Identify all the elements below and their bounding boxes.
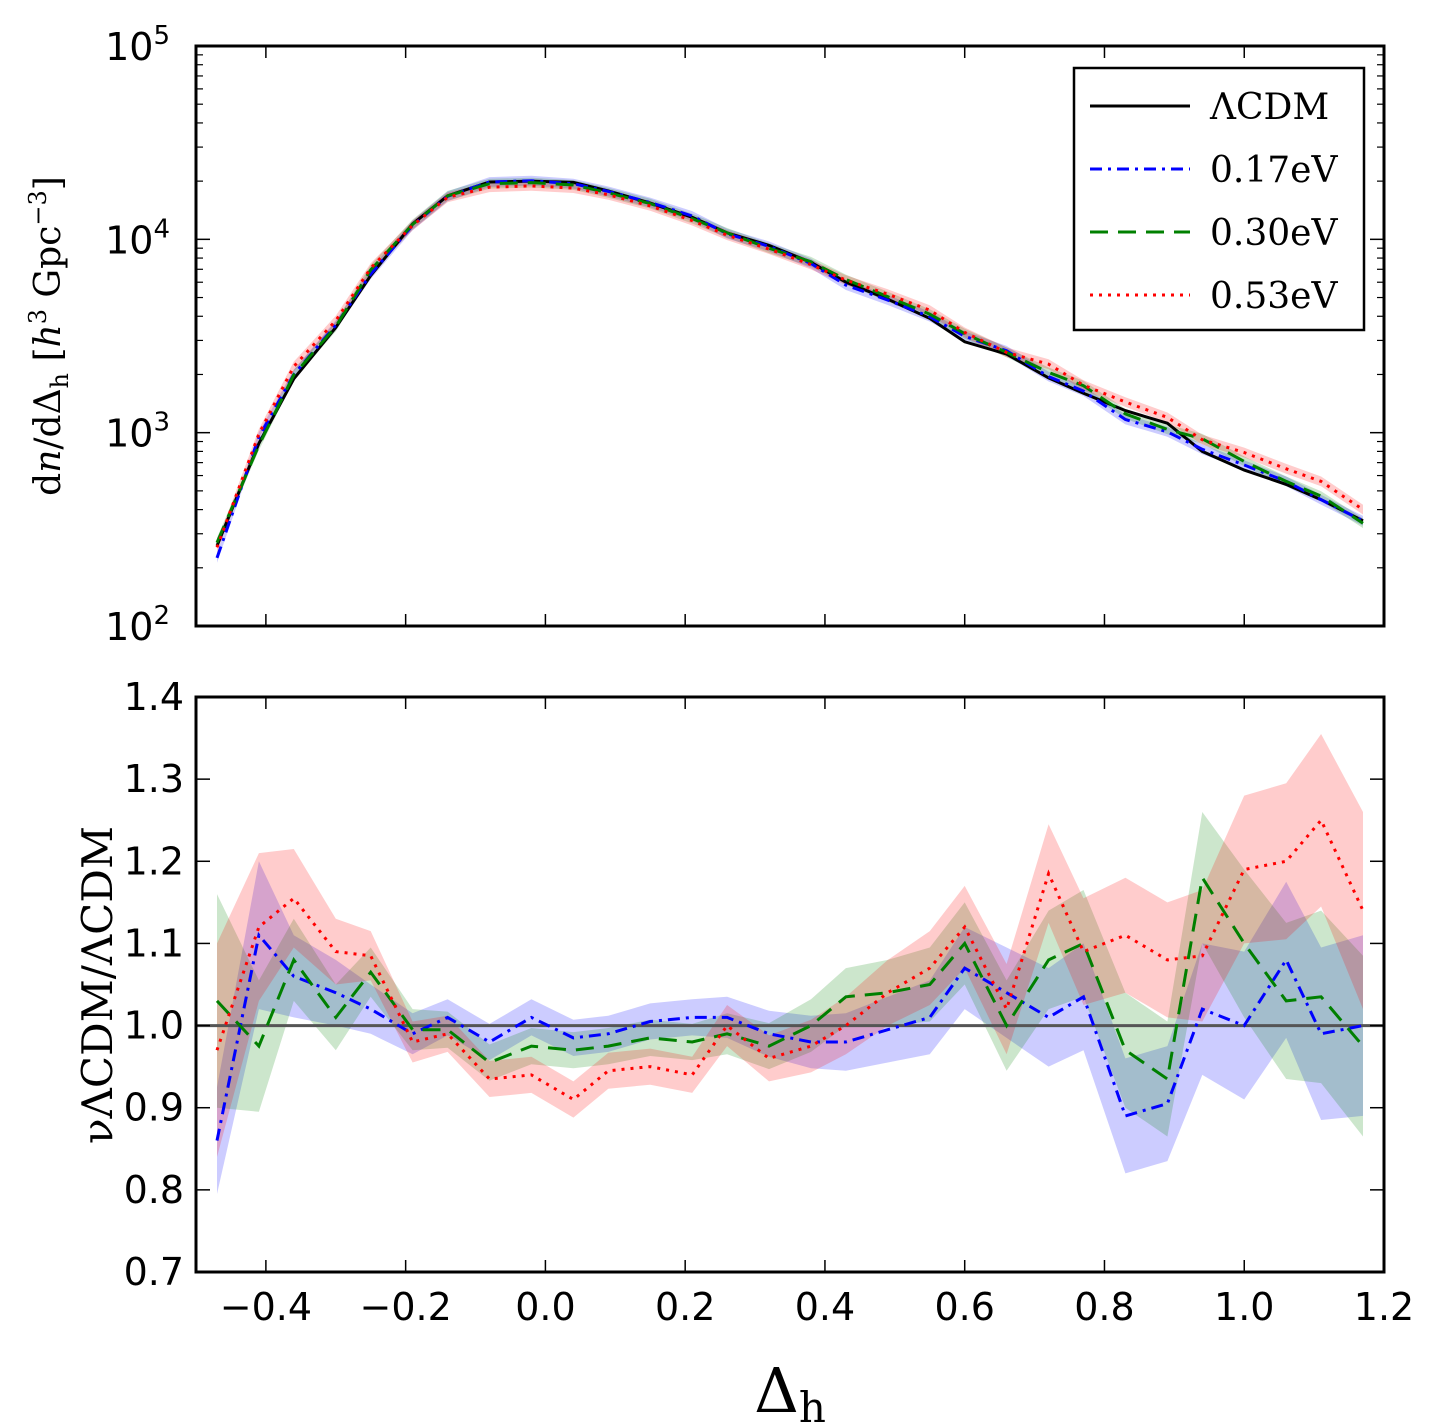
legend-label: ΛCDM [1209,87,1329,128]
legend-label: 0.53eV [1210,276,1338,317]
top-line-0.53eV [215,184,1364,548]
plot-area [196,697,1384,1272]
legend-label: 0.17eV [1210,150,1338,191]
x-tick-label: 0.8 [1074,1285,1134,1329]
x-tick-label: −0.2 [360,1285,452,1329]
top-ylabel-gpc: Gpc [28,226,69,309]
top-ytick-base: 10 [105,605,153,649]
top-ylabel-sub: h [46,373,74,388]
x-tick-label: 0.4 [795,1285,855,1329]
x-label-main: Δ [754,1354,799,1427]
top-ytick-label: 102 [105,601,170,649]
top-ylabel-bracket-open: [ [28,347,69,373]
legend-label: 0.30eV [1210,213,1338,254]
top-ylabel-h: h [28,324,69,347]
top-ytick-exp: 4 [153,214,170,244]
top-ylabel: dn/dΔh [h3 Gpc−3] [24,176,74,496]
top-ytick-label: 104 [105,214,170,262]
top-frame [194,44,1386,628]
top-ylabel-n: n [28,450,69,473]
top-band-0.30eV [217,177,1363,548]
x-axis-label: Δh [754,1354,826,1428]
top-ytick-base: 10 [105,25,153,69]
bottom-band-0.53eV [217,734,1363,1157]
top-ytick-exp: 2 [153,601,170,631]
x-tick-label: 0.0 [515,1285,575,1329]
y-tick-label: 1.3 [124,757,184,801]
y-tick-label: 1.2 [124,839,184,883]
top-ylabel-mid: /dΔ [28,388,69,449]
top-ylabel-h-sup: 3 [24,309,52,324]
y-tick-label: 1.4 [124,675,184,719]
bottom-band-0.17eV [217,861,1363,1194]
y-tick-label: 1.0 [124,1004,184,1048]
x-tick-label: 0.6 [934,1285,994,1329]
y-tick-label: 0.7 [124,1250,184,1294]
y-tick-label: 1.1 [124,921,184,965]
x-tick-label: 1.0 [1214,1285,1274,1329]
y-tick-label: 0.8 [124,1168,184,1212]
top-ylabel-gpc-sup: −3 [24,190,52,225]
top-ytick-exp: 5 [153,21,170,51]
bottom-line-0.30eV [215,873,1365,1082]
x-tick-label: 1.2 [1354,1285,1414,1329]
bottom-band-0.30eV [217,812,1363,1137]
top-ylabel-bracket-close: ] [28,176,69,190]
legend-box [1072,66,1366,332]
y-tick-label: 0.9 [124,1086,184,1130]
x-tick-label: −0.4 [220,1285,312,1329]
top-line-0.30eV [215,181,1364,544]
top-ylabel-main: d [28,473,69,496]
bottom-ylabel: νΛCDM/ΛCDM [73,826,122,1144]
x-tick-label: 0.2 [655,1285,715,1329]
top-ytick-base: 10 [105,218,153,262]
top-ytick-exp: 3 [153,408,170,438]
bottom-frame [194,695,1386,1274]
bottom-line-0.53eV [215,817,1365,1102]
x-label-sub: h [799,1383,826,1428]
bottom-panel: −0.4 −0.2 0.0 0.2 0.4 0.6 0.8 1.0 1.2 0.7 0.8 0.9 1.… [73,675,1414,1428]
top-ytick-base: 10 [105,412,153,456]
top-ytick-label: 105 [105,21,170,69]
top-ytick-label: 103 [105,408,170,456]
